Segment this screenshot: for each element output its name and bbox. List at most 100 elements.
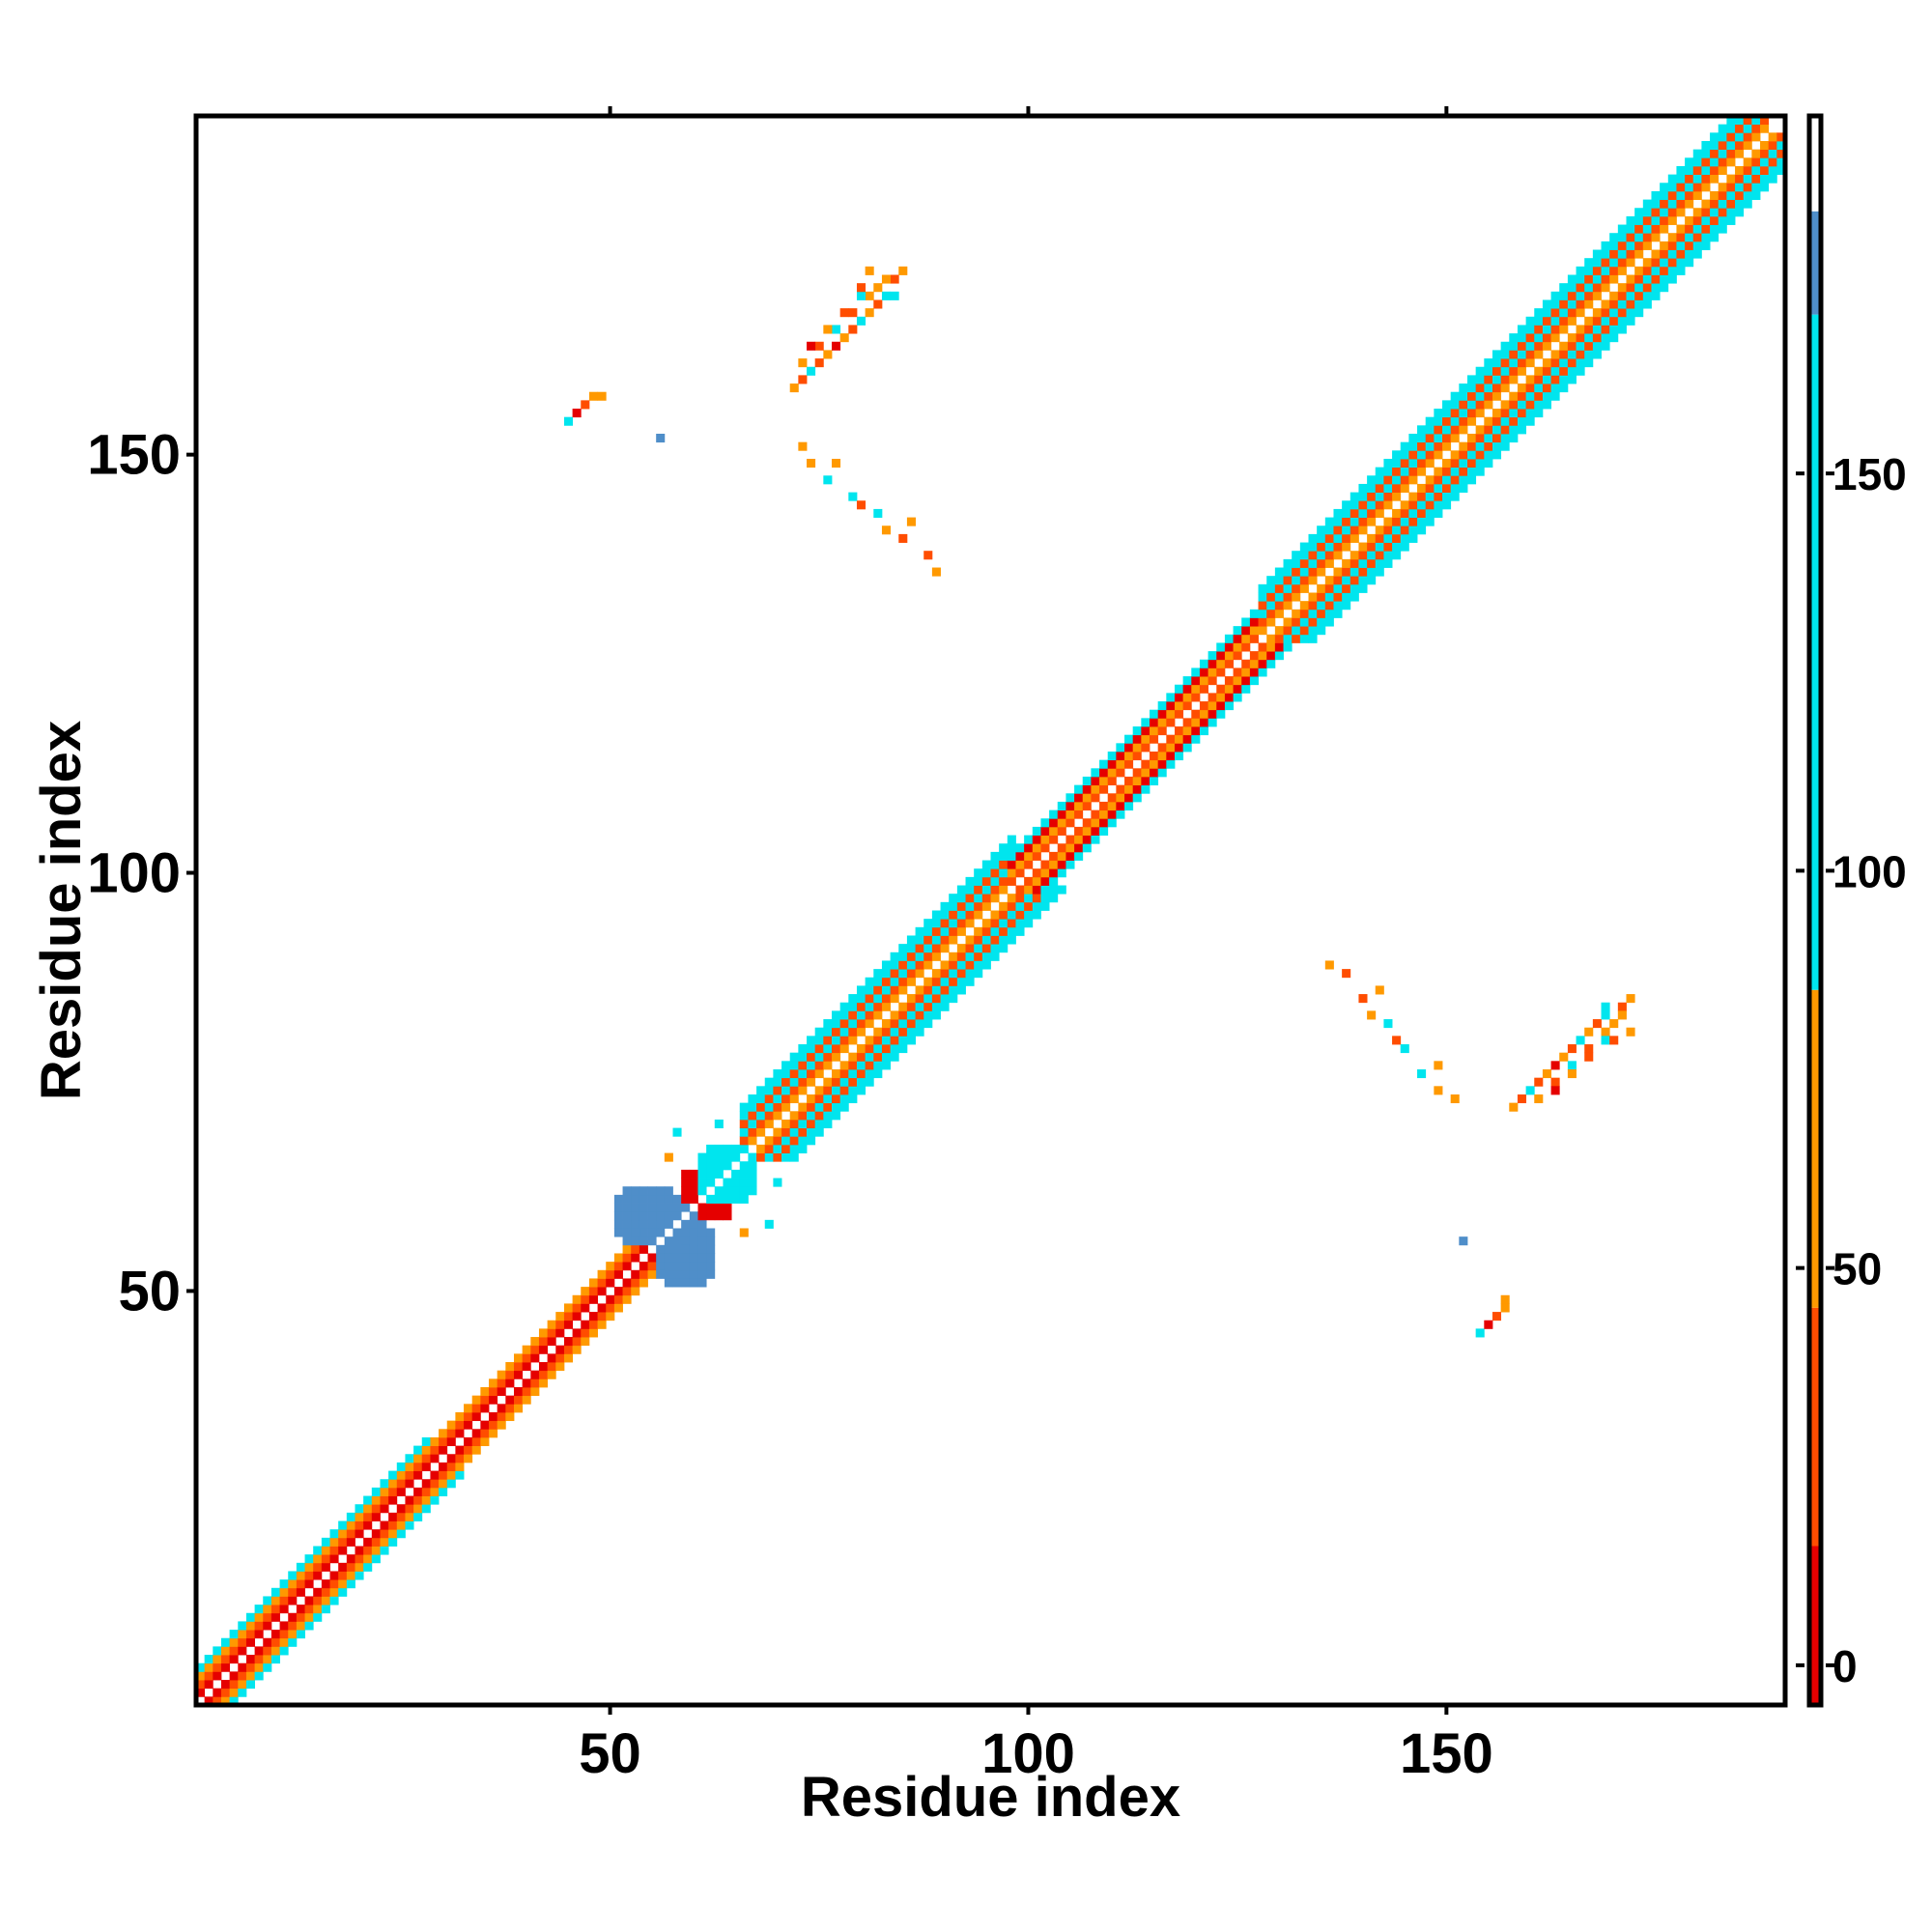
heatmap-cell: [681, 1203, 691, 1212]
heatmap-cell: [1601, 258, 1610, 268]
heatmap-cell: [639, 1269, 648, 1279]
heatmap-cell: [1024, 843, 1034, 853]
heatmap-cell: [823, 1044, 833, 1054]
heatmap-cell: [1040, 894, 1050, 903]
heatmap-cell: [1408, 458, 1418, 469]
heatmap-cell: [764, 1219, 774, 1229]
heatmap-cell: [1132, 726, 1142, 736]
heatmap-cell: [471, 1404, 481, 1413]
heatmap-cell: [446, 1420, 456, 1430]
heatmap-cell: [1743, 183, 1752, 192]
heatmap-cell: [471, 1395, 481, 1405]
heatmap-cell: [956, 894, 966, 903]
heatmap-cell: [1517, 325, 1527, 334]
heatmap-cell: [1174, 693, 1184, 702]
heatmap-cell: [1283, 642, 1293, 652]
heatmap-cell: [1132, 734, 1142, 744]
heatmap-cell: [873, 1061, 883, 1070]
heatmap-cell: [949, 901, 958, 911]
heatmap-cell: [999, 876, 1009, 886]
heatmap-cell: [581, 1337, 590, 1347]
heatmap-cell: [931, 944, 941, 953]
heatmap-cell: [1634, 233, 1644, 242]
heatmap-cell: [1601, 283, 1610, 293]
heatmap-cell: [848, 1086, 858, 1095]
heatmap-cell: [631, 1253, 640, 1263]
heatmap-cell: [338, 1587, 348, 1597]
heatmap-cell: [1015, 926, 1025, 936]
heatmap-cell: [313, 1605, 323, 1614]
heatmap-cell: [1609, 333, 1619, 343]
heatmap-cell: [464, 1454, 473, 1463]
heatmap-cell: [288, 1596, 298, 1605]
heatmap-cell: [898, 977, 908, 986]
heatmap-cell: [563, 1320, 574, 1329]
heatmap-cell: [1182, 684, 1192, 694]
heatmap-cell: [764, 1152, 774, 1162]
heatmap-cell: [706, 1144, 716, 1153]
heatmap-cell: [1509, 434, 1519, 443]
heatmap-cell: [1576, 266, 1585, 275]
heatmap-cell: [1450, 416, 1460, 426]
heatmap-cell: [1660, 190, 1669, 200]
heatmap-cell: [1224, 693, 1234, 702]
heatmap-cell: [1484, 441, 1493, 451]
heatmap-cell: [1065, 843, 1075, 853]
heatmap-cell: [1367, 576, 1377, 585]
heatmap-cell: [455, 1470, 465, 1480]
heatmap-cell: [213, 1696, 222, 1706]
heatmap-cell: [1174, 752, 1184, 761]
heatmap-cell: [706, 1269, 716, 1279]
heatmap-cell: [1274, 592, 1284, 602]
heatmap-cell: [1601, 266, 1610, 275]
heatmap-cell: [1024, 860, 1034, 869]
heatmap-cell: [1141, 734, 1151, 744]
heatmap-cell: [238, 1662, 247, 1672]
heatmap-cell: [1500, 350, 1510, 359]
heatmap-cell: [1667, 266, 1677, 275]
heatmap-cell: [622, 1294, 632, 1304]
heatmap-cell: [1024, 885, 1034, 895]
heatmap-cell: [1576, 1036, 1585, 1045]
heatmap-cell: [639, 1186, 648, 1196]
heatmap-cell: [1475, 425, 1485, 435]
heatmap-cell: [1651, 283, 1661, 293]
heatmap-cell: [881, 994, 892, 1004]
heatmap-cell: [748, 1094, 757, 1104]
heatmap-cell: [1417, 483, 1427, 494]
heatmap-cell: [1500, 384, 1510, 393]
heatmap-cell: [1015, 894, 1025, 903]
heatmap-cell: [1517, 409, 1527, 418]
heatmap-cell: [1718, 132, 1727, 142]
heatmap-cell: [1509, 416, 1519, 426]
heatmap-cell: [1040, 868, 1050, 878]
heatmap-cell: [213, 1646, 222, 1656]
heatmap-cell: [773, 1077, 782, 1087]
heatmap-cell: [1274, 642, 1284, 652]
heatmap-cell: [363, 1554, 373, 1564]
heatmap-cell: [1692, 233, 1702, 242]
heatmap-cell: [723, 1178, 732, 1187]
heatmap-cell: [1559, 291, 1569, 300]
heatmap-cell: [923, 994, 933, 1004]
heatmap-cell: [1576, 283, 1585, 293]
heatmap-cell: [388, 1487, 398, 1496]
heatmap-cell: [631, 1287, 640, 1296]
heatmap-cell: [1500, 434, 1510, 443]
heatmap-cell: [739, 1119, 749, 1129]
heatmap-cell: [1667, 208, 1677, 217]
heatmap-cell: [1274, 567, 1284, 577]
heatmap-cell: [798, 358, 808, 368]
heatmap-cell: [522, 1395, 531, 1405]
heatmap-cell: [881, 960, 892, 970]
heatmap-cell: [1199, 726, 1209, 736]
heatmap-cell: [1592, 341, 1602, 351]
heatmap-cell: [1710, 174, 1719, 184]
heatmap-cell: [1500, 1294, 1510, 1304]
heatmap-cell: [371, 1554, 381, 1564]
heatmap-cell: [1692, 249, 1702, 259]
heatmap-cell: [1107, 818, 1117, 828]
heatmap-cell: [956, 885, 966, 895]
heatmap-cell: [1751, 149, 1761, 158]
heatmap-cell: [1383, 558, 1393, 568]
